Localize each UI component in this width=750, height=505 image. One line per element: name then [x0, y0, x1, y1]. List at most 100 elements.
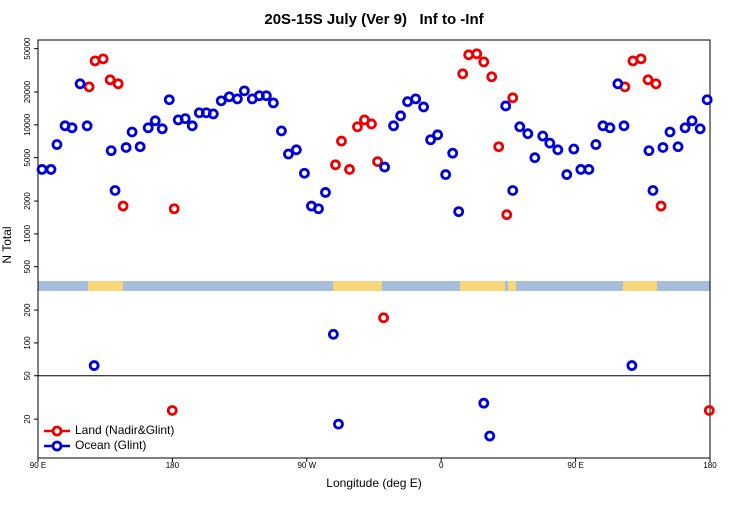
y-tick-label: 1000 — [23, 224, 32, 242]
point — [583, 164, 595, 175]
land-strip — [333, 281, 382, 291]
point — [453, 206, 465, 218]
point — [66, 122, 78, 134]
point — [126, 126, 138, 138]
point — [522, 128, 534, 140]
point — [276, 125, 287, 137]
point — [694, 123, 706, 135]
point — [267, 97, 279, 109]
point — [471, 48, 483, 60]
y-tick-label: 500 — [23, 259, 32, 273]
point — [425, 134, 436, 146]
y-tick-label: 2000 — [23, 192, 32, 210]
x-tick-label: 90 W — [297, 461, 316, 470]
point — [163, 94, 175, 106]
x-tick-label: 90 E — [30, 461, 46, 470]
point — [440, 169, 452, 180]
y-tick-label: 20000 — [23, 80, 32, 103]
point — [260, 90, 272, 102]
point — [514, 121, 526, 133]
point — [88, 360, 100, 371]
point — [299, 167, 310, 179]
point — [366, 118, 377, 130]
point — [486, 71, 498, 83]
point — [679, 122, 691, 134]
point — [207, 108, 219, 120]
point — [635, 53, 647, 65]
point — [493, 141, 505, 153]
y-tick-label: 5000 — [23, 148, 32, 166]
point — [45, 164, 57, 175]
point — [352, 121, 363, 133]
point — [149, 115, 161, 127]
point — [283, 148, 294, 160]
point — [51, 139, 63, 150]
point — [655, 200, 667, 212]
point — [327, 328, 339, 340]
point — [83, 81, 95, 93]
point — [612, 78, 624, 90]
legend-marker — [51, 425, 63, 437]
point — [703, 405, 715, 416]
point — [231, 93, 243, 105]
point — [179, 113, 191, 125]
point — [604, 122, 616, 134]
land-strip — [623, 281, 657, 291]
x-tick-label: 90 E — [567, 461, 583, 470]
point — [664, 126, 676, 138]
point — [410, 93, 422, 105]
point — [330, 159, 341, 171]
point — [552, 144, 564, 156]
point — [117, 200, 129, 212]
point — [501, 209, 513, 221]
point — [372, 156, 383, 168]
point — [647, 185, 659, 196]
point — [642, 74, 654, 86]
land-strip — [88, 281, 123, 291]
point — [74, 78, 86, 90]
point — [561, 169, 573, 180]
point — [686, 115, 698, 127]
point — [395, 110, 406, 122]
plot-frame — [37, 39, 711, 459]
y-tick-label: 10000 — [23, 113, 32, 136]
point — [142, 122, 154, 134]
point — [120, 142, 132, 153]
point — [344, 164, 355, 175]
point — [484, 430, 496, 442]
point — [134, 141, 146, 153]
point — [590, 139, 602, 150]
point — [507, 92, 519, 104]
point — [568, 143, 580, 155]
point — [418, 101, 429, 113]
point — [529, 152, 541, 164]
point — [104, 74, 116, 86]
point — [156, 123, 168, 135]
point — [112, 78, 124, 90]
point — [478, 56, 490, 68]
point — [290, 144, 302, 156]
point — [105, 145, 117, 157]
point — [643, 145, 655, 157]
point — [457, 68, 469, 80]
y-tick-label: 20 — [23, 414, 32, 423]
point — [507, 185, 519, 196]
y-tick-label: 50000 — [23, 37, 32, 60]
point — [109, 185, 121, 196]
y-tick-label: 100 — [23, 336, 32, 350]
point — [432, 129, 444, 141]
x-tick-label: 180 — [166, 461, 180, 470]
legend-marker — [51, 440, 63, 452]
point — [378, 312, 389, 324]
y-tick-label: 200 — [23, 303, 32, 317]
legend-label: Ocean (Glint) — [75, 438, 146, 452]
point — [701, 94, 713, 106]
point — [626, 360, 638, 371]
point — [97, 53, 109, 65]
point — [333, 418, 344, 430]
point — [336, 135, 347, 147]
point — [657, 142, 669, 153]
legend-label: Land (Nadir&Glint) — [75, 423, 174, 437]
y-tick-label: 50 — [23, 371, 32, 380]
